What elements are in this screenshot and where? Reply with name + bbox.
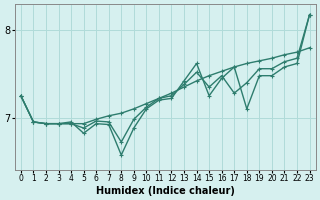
X-axis label: Humidex (Indice chaleur): Humidex (Indice chaleur) — [96, 186, 235, 196]
